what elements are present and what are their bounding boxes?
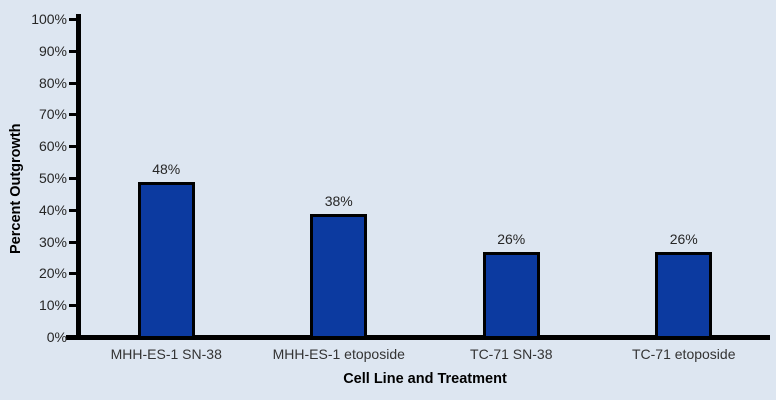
y-axis-tick-label: 90%: [38, 42, 67, 59]
y-axis-tick: [69, 336, 77, 339]
x-axis-category-label: MHH-ES-1 SN-38: [110, 346, 222, 362]
y-axis-tick-label: 80%: [38, 74, 67, 91]
y-axis-tick: [69, 177, 77, 180]
x-axis-title: Cell Line and Treatment: [343, 371, 507, 387]
y-axis-tick-label: 40%: [38, 201, 67, 218]
y-axis-tick: [69, 145, 77, 149]
y-axis-tick-label: 50%: [38, 170, 67, 186]
bar-mhh-es-1-sn-38: [137, 182, 195, 339]
y-axis-tick: [69, 272, 77, 276]
x-axis-category-label: TC-71 etoposide: [631, 346, 736, 362]
y-axis-tick-label: 30%: [38, 233, 67, 250]
y-axis-tick-label: 10%: [38, 297, 67, 314]
y-axis-tick: [69, 208, 77, 212]
x-axis-category-label: MHH-ES-1 etoposide: [272, 346, 405, 362]
bar-value-label: 48%: [152, 161, 181, 178]
y-axis-tick: [69, 18, 77, 21]
y-axis-tick: [69, 81, 77, 85]
y-axis-tick-label: 60%: [38, 138, 67, 155]
bar-tc-71-etoposide: [655, 252, 713, 339]
y-axis-tick: [69, 240, 77, 244]
y-axis-tick-label: 0%: [46, 329, 67, 345]
y-axis-tick-label: 20%: [38, 265, 67, 282]
bar-value-label: 38%: [324, 193, 353, 210]
bar-mhh-es-1-etoposide: [310, 214, 368, 339]
y-axis-tick: [69, 304, 77, 308]
bar-tc-71-sn-38: [482, 252, 540, 339]
y-axis-tick: [69, 113, 77, 117]
bar-value-label: 26%: [497, 231, 526, 248]
y-axis-tick-label: 70%: [38, 106, 67, 123]
bar-value-label: 26%: [669, 231, 698, 248]
x-axis-line: [66, 335, 770, 340]
x-axis-category-label: TC-71 SN-38: [470, 346, 553, 362]
y-axis-title: Percent Outgrowth: [8, 123, 24, 254]
y-axis-tick-label: 100%: [31, 11, 67, 27]
y-axis-line: [76, 14, 81, 340]
y-axis-tick: [69, 49, 77, 53]
